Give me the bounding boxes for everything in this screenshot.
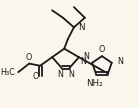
Text: N: N [83, 52, 89, 61]
Text: N: N [78, 23, 85, 32]
Text: N: N [81, 57, 87, 66]
Text: H₃C: H₃C [1, 68, 15, 77]
Text: O: O [32, 72, 39, 81]
Text: N: N [57, 70, 63, 79]
Text: N: N [117, 57, 123, 66]
Text: O: O [99, 45, 105, 54]
Text: O: O [26, 53, 32, 62]
Text: N: N [68, 70, 74, 79]
Text: NH₂: NH₂ [86, 79, 103, 88]
